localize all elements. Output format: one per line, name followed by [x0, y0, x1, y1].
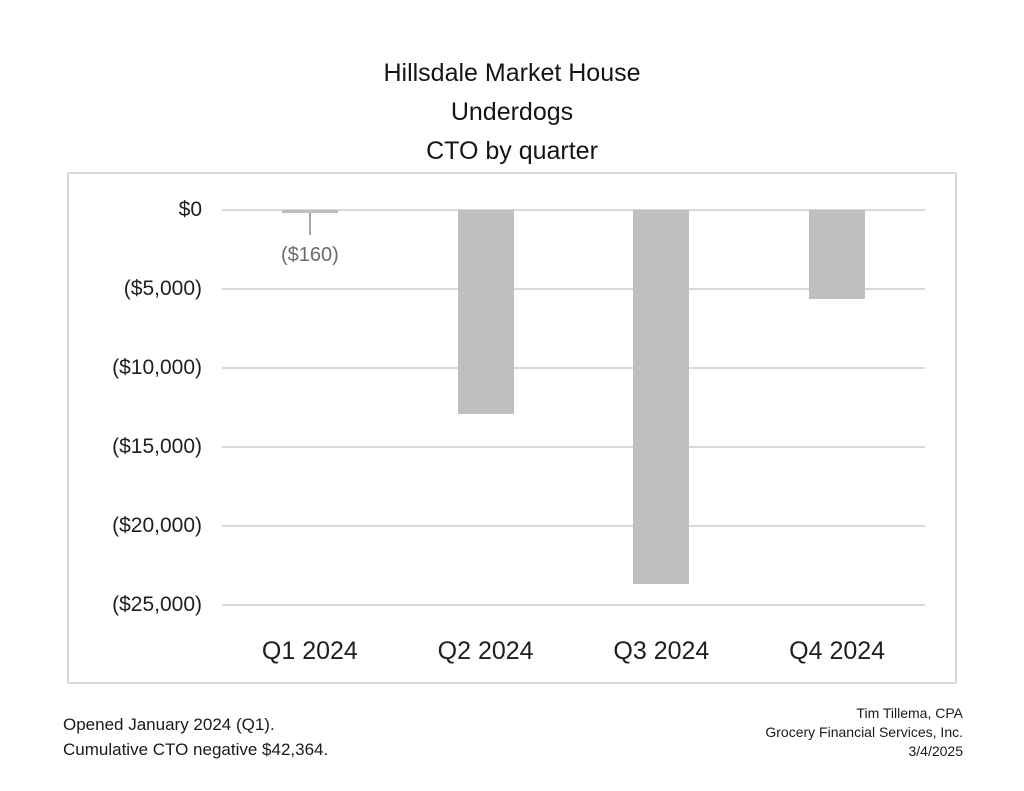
- y-tick-label-2: ($10,000): [112, 356, 202, 379]
- preparer-company: Grocery Financial Services, Inc.: [765, 724, 963, 740]
- bar-q1-2024: [281, 210, 338, 213]
- gridline-3: [222, 446, 925, 448]
- bar-q3-2024: [633, 210, 690, 584]
- data-label-leader-line: [308, 213, 311, 235]
- chart-title-line-3: CTO by quarter: [426, 137, 598, 165]
- q1-data-label: ($160): [280, 244, 339, 266]
- footnote-cumulative-line: Cumulative CTO negative $42,364.: [63, 740, 329, 759]
- bar-q4-2024: [809, 210, 866, 299]
- y-tick-label-4: ($20,000): [112, 514, 202, 537]
- preparer-name: Tim Tillema, CPA: [856, 705, 963, 721]
- footnote-opened-line: Opened January 2024 (Q1).: [63, 715, 275, 734]
- y-tick-label-1: ($5,000): [123, 277, 202, 300]
- bar-q2-2024: [457, 210, 514, 414]
- chart-title-line-2: Underdogs: [450, 98, 574, 126]
- report-date: 3/4/2025: [908, 743, 964, 759]
- x-tick-q1-2024: Q1 2024: [261, 637, 358, 665]
- footnote-left: Opened January 2024 (Q1). Cumulative CTO…: [63, 712, 328, 762]
- gridline-2: [222, 367, 925, 369]
- chart-title: Hillsdale Market House Underdogs CTO by …: [0, 54, 1024, 171]
- y-tick-label-3: ($15,000): [112, 435, 202, 458]
- y-tick-label-0: $0: [178, 198, 202, 221]
- gridline-5: [222, 604, 925, 606]
- y-tick-label-5: ($25,000): [112, 593, 202, 616]
- x-tick-q2-2024: Q2 2024: [437, 637, 534, 665]
- gridline-4: [222, 525, 925, 527]
- chart-title-line-1: Hillsdale Market House: [383, 59, 641, 87]
- signature-block: Tim Tillema, CPA Grocery Financial Servi…: [765, 704, 963, 761]
- x-tick-q4-2024: Q4 2024: [789, 637, 886, 665]
- gridline-1: [222, 288, 925, 290]
- x-tick-q3-2024: Q3 2024: [613, 637, 710, 665]
- plot-area: $0 ($5,000) ($10,000) ($15,000) ($20,000) ($2…: [67, 172, 957, 684]
- gridline-0: [222, 209, 925, 211]
